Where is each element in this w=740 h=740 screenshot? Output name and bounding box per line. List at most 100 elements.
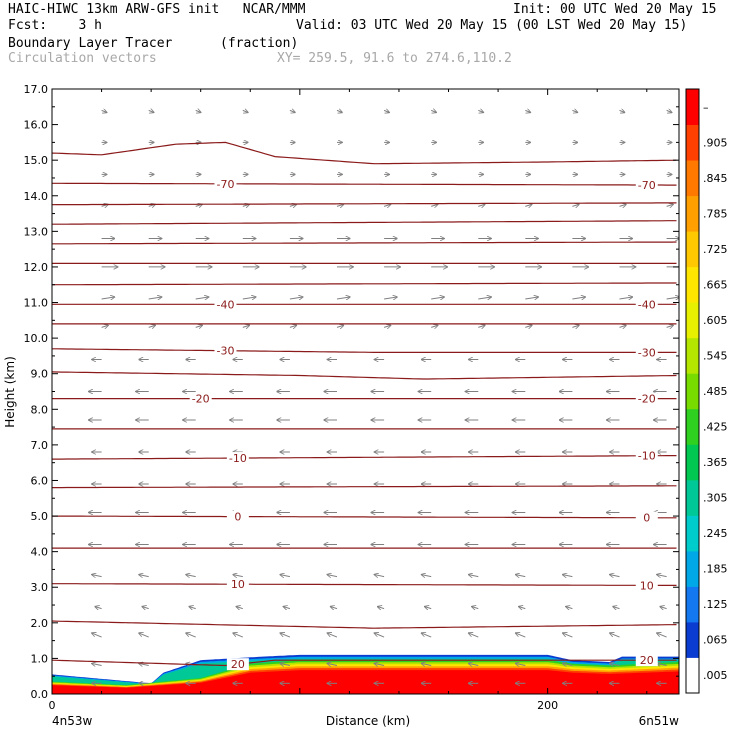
isotherm-line-10 (52, 371, 677, 380)
field-name: Boundary Layer Tracer (8, 36, 173, 51)
isotherm-label: -10 (638, 450, 656, 463)
wind-vector (242, 204, 249, 206)
wind-vector (375, 664, 385, 666)
y-tick-label: 3.0 (31, 581, 49, 594)
wind-vector (431, 325, 437, 327)
isotherm-line-19 (52, 659, 677, 667)
y-tick-label: 17.0 (24, 83, 49, 96)
wind-vector (572, 297, 585, 299)
colorbar-swatch (686, 160, 699, 197)
y-tick-label: 9.0 (31, 368, 49, 381)
wind-vector (236, 607, 243, 609)
colorbar-swatch (686, 195, 699, 232)
wind-vector (384, 297, 397, 299)
wind-vector (242, 297, 256, 299)
isotherm-label: 10 (231, 578, 245, 591)
isotherm-label-bg (189, 392, 212, 405)
y-tick-label: 16.0 (24, 119, 49, 132)
isotherm-line-18 (52, 620, 677, 629)
wind-vector (375, 575, 385, 577)
wind-vector (101, 325, 108, 327)
wind-vector (289, 325, 296, 327)
wind-vector (610, 664, 620, 666)
isotherm-label-bg (214, 177, 237, 190)
wind-vector (478, 204, 484, 206)
y-axis: 0.0 1.0 2.0 3.0 4.0 5.0 6.0 7.0 8.0 9.0 10.0 11.0 12… (24, 83, 679, 701)
wind-vector (572, 204, 578, 206)
temperature-contours: -70 -70 -40 -40 -30 -30 -20 -20 -10 -10 0 0 10 10 20 20 (52, 141, 677, 671)
wind-vector (331, 607, 338, 609)
y-tick-label: 10.0 (24, 332, 49, 345)
wind-vector (525, 204, 531, 206)
wind-vector (289, 204, 296, 206)
isotherm-label-bg (214, 298, 237, 311)
wind-vector (613, 607, 620, 609)
init-time: Init: 00 UTC Wed 20 May 15 (513, 2, 717, 17)
colorbar-swatch (686, 231, 699, 268)
isotherm-line-4 (52, 241, 677, 245)
wind-vector (195, 325, 202, 327)
wind-vector (563, 664, 573, 666)
wind-vector (289, 297, 303, 299)
colorbar-label: .005 (703, 669, 728, 682)
wind-vector (92, 664, 102, 666)
colorbar-frame (685, 88, 700, 694)
wind-vector (375, 633, 385, 638)
wind-vector (619, 325, 626, 327)
wind-vector (186, 575, 196, 577)
wind-vector (148, 110, 154, 112)
isotherm-label: 20 (231, 658, 245, 671)
y-tick-label: 11.0 (24, 297, 49, 310)
wind-vector (425, 607, 432, 609)
wind-vector (422, 633, 432, 638)
isotherm-label: -70 (638, 179, 656, 192)
wind-vector (563, 575, 573, 577)
wind-vector (516, 575, 526, 577)
colorbar-label: .665 (703, 278, 728, 291)
wind-vector (383, 110, 389, 112)
valid-time: Valid: 03 UTC Wed 20 May 15 (00 LST Wed … (296, 18, 688, 33)
wind-vector (139, 664, 149, 666)
wind-vector (516, 633, 526, 638)
isotherm-line-14 (52, 485, 677, 489)
colorbar-label: .785 (703, 207, 728, 220)
wind-vector (383, 204, 390, 206)
y-tick-label: 7.0 (31, 439, 49, 452)
wind-vector (619, 297, 633, 299)
y-tick-label: 8.0 (31, 403, 49, 416)
isotherm-label: 0 (234, 511, 241, 524)
colorbar-label: .425 (703, 421, 728, 434)
colorbar-label: .365 (703, 456, 728, 469)
left-endpoint-label: 4n53w (52, 714, 93, 728)
isotherm-line-2 (52, 202, 677, 206)
wind-vector (336, 110, 342, 112)
wind-vector (242, 110, 248, 112)
wind-vector (516, 664, 526, 666)
colorbar-swatch (686, 444, 699, 481)
wind-vector (525, 325, 531, 327)
isotherm-label-bg (226, 658, 249, 671)
colorbar-label: .245 (703, 527, 728, 540)
colorbar-swatch (686, 515, 699, 552)
wind-vector (469, 575, 479, 577)
wind-vector (383, 325, 390, 327)
wind-vector (610, 633, 620, 638)
wind-vector (101, 110, 107, 112)
wind-vector (422, 575, 432, 577)
wind-vector (336, 297, 350, 299)
wind-vector (666, 110, 672, 112)
colorbar-swatch (686, 266, 699, 303)
wind-vector (572, 325, 578, 327)
wind-vector (327, 664, 338, 666)
wind-vector (478, 297, 491, 299)
wind-vector (327, 575, 338, 577)
isotherm-label-bg (635, 511, 658, 524)
isotherm-line-9 (52, 348, 677, 353)
wind-vector (378, 607, 385, 609)
wind-vector (431, 297, 444, 299)
wind-vector (469, 664, 479, 666)
right-endpoint-label: 6n51w (639, 714, 680, 728)
colorbar-swatch (686, 124, 699, 161)
wind-vector (657, 633, 667, 638)
